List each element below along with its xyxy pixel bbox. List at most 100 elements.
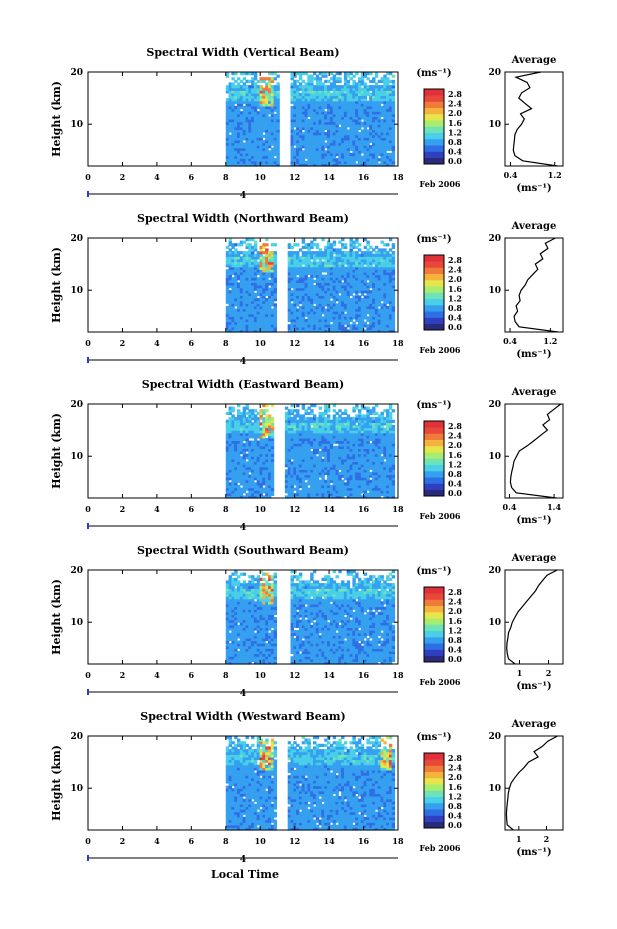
heatmap-cell xyxy=(270,150,275,154)
heatmap-cell xyxy=(290,145,294,149)
heatmap-cell xyxy=(293,132,297,136)
heatmap-cell xyxy=(234,85,238,89)
heatmap-cell xyxy=(304,142,308,146)
heatmap-cell xyxy=(256,155,261,159)
colorbar-swatch xyxy=(424,292,444,299)
profile-y-tick-label: 10 xyxy=(488,120,501,130)
heatmap-cell xyxy=(234,90,238,94)
heatmap-cell xyxy=(248,113,252,117)
heatmap-cell xyxy=(310,119,314,123)
heatmap-cell xyxy=(225,87,230,91)
heatmap-cell xyxy=(307,152,311,157)
heatmap-cell xyxy=(310,155,314,159)
heatmap-cell xyxy=(253,155,258,159)
colorbar-swatch xyxy=(424,267,444,274)
heatmap-cell xyxy=(315,150,320,154)
heatmap-cell xyxy=(293,92,297,97)
heatmap-cell xyxy=(298,142,303,146)
heatmap-cell xyxy=(290,121,294,125)
heatmap-cell xyxy=(304,139,308,144)
heatmap-cell xyxy=(262,90,266,94)
heatmap-cell xyxy=(262,119,266,123)
heatmap-cell xyxy=(237,155,241,159)
heatmap-cell xyxy=(256,105,261,110)
heatmap-cell xyxy=(273,147,277,151)
colorbar-swatch xyxy=(424,139,444,146)
heatmap-cell xyxy=(293,90,297,94)
colorbar-tick-label: 2.8 xyxy=(448,89,462,99)
heatmap-cell xyxy=(251,134,255,138)
x-tick-label: 16 xyxy=(358,338,370,348)
heatmap-cell xyxy=(251,152,255,157)
y-tick-label: 10 xyxy=(70,286,83,296)
heatmap-cell xyxy=(253,150,258,154)
colorbar-swatch xyxy=(424,255,444,262)
heatmap-cell xyxy=(251,103,255,107)
heatmap-cell xyxy=(248,152,252,157)
colorbar-swatch xyxy=(424,114,444,121)
heatmap-cell xyxy=(273,158,277,162)
heatmap-cell xyxy=(391,251,396,255)
heatmap-cell xyxy=(321,98,325,102)
heatmap-cell xyxy=(268,100,272,104)
heatmap-cell xyxy=(237,126,241,130)
colorbar-swatch xyxy=(424,305,444,312)
heatmap-cell xyxy=(304,147,308,151)
heatmap-cell xyxy=(270,417,275,421)
heatmap-cell xyxy=(273,103,277,107)
heatmap-cell xyxy=(234,160,238,164)
heatmap-cell xyxy=(318,72,322,76)
heatmap-cell xyxy=(273,95,277,99)
heatmap-cell xyxy=(313,158,317,162)
heatmap-cell xyxy=(270,113,275,117)
heatmap-cell xyxy=(253,87,258,91)
heatmap-cell xyxy=(310,77,314,81)
heatmap-cells xyxy=(225,238,396,333)
x-tick-label: 6 xyxy=(189,338,195,348)
heatmap-cell xyxy=(231,72,235,76)
heatmap-cell xyxy=(270,95,275,99)
heatmap-cell xyxy=(324,74,328,78)
heatmap-cell xyxy=(324,105,328,110)
heatmap-cell xyxy=(262,158,266,162)
heatmap-cell xyxy=(251,147,255,151)
heatmap-cell xyxy=(327,139,331,144)
heatmap-cell xyxy=(253,152,258,157)
heatmap-cell xyxy=(242,129,247,133)
heatmap-cell xyxy=(225,74,230,78)
heatmap-cell xyxy=(321,150,325,154)
colorbar-swatch xyxy=(424,151,444,158)
heatmap-cell xyxy=(234,152,238,157)
heatmap-cell xyxy=(307,85,311,89)
heatmap-cell xyxy=(313,155,317,159)
heatmap-cell xyxy=(273,72,277,76)
heatmap-cell xyxy=(268,152,272,157)
heatmap-cell xyxy=(301,145,306,149)
heatmap-cell xyxy=(313,147,317,151)
colorbar-unit: (ms⁻¹) xyxy=(416,234,451,245)
heatmap-cell xyxy=(242,134,247,138)
heatmap-cell xyxy=(245,100,249,104)
heatmap-cell xyxy=(270,129,275,133)
heatmap-cell xyxy=(239,251,244,255)
heatmap-cell xyxy=(228,152,232,157)
heatmap-cell xyxy=(248,119,252,123)
heatmap-cell xyxy=(270,98,275,102)
heatmap-cell xyxy=(225,103,230,107)
heatmap-cell xyxy=(228,145,232,149)
heatmap-cell xyxy=(321,111,325,115)
heatmap-cell xyxy=(301,113,306,117)
heatmap-cell xyxy=(234,108,238,112)
heatmap-cell xyxy=(290,87,294,91)
heatmap-cell xyxy=(251,155,255,159)
heatmap-cell xyxy=(259,103,263,107)
heatmap-cell xyxy=(239,240,244,244)
heatmap-cell xyxy=(304,126,308,130)
heatmap-cell xyxy=(273,124,277,128)
heatmap-cell xyxy=(310,82,314,86)
heatmap-cell xyxy=(318,111,322,115)
heatmap-cell xyxy=(231,137,235,141)
heatmap-cell xyxy=(301,105,306,110)
heatmap-cell xyxy=(324,142,328,146)
heatmap-cell xyxy=(259,129,263,133)
